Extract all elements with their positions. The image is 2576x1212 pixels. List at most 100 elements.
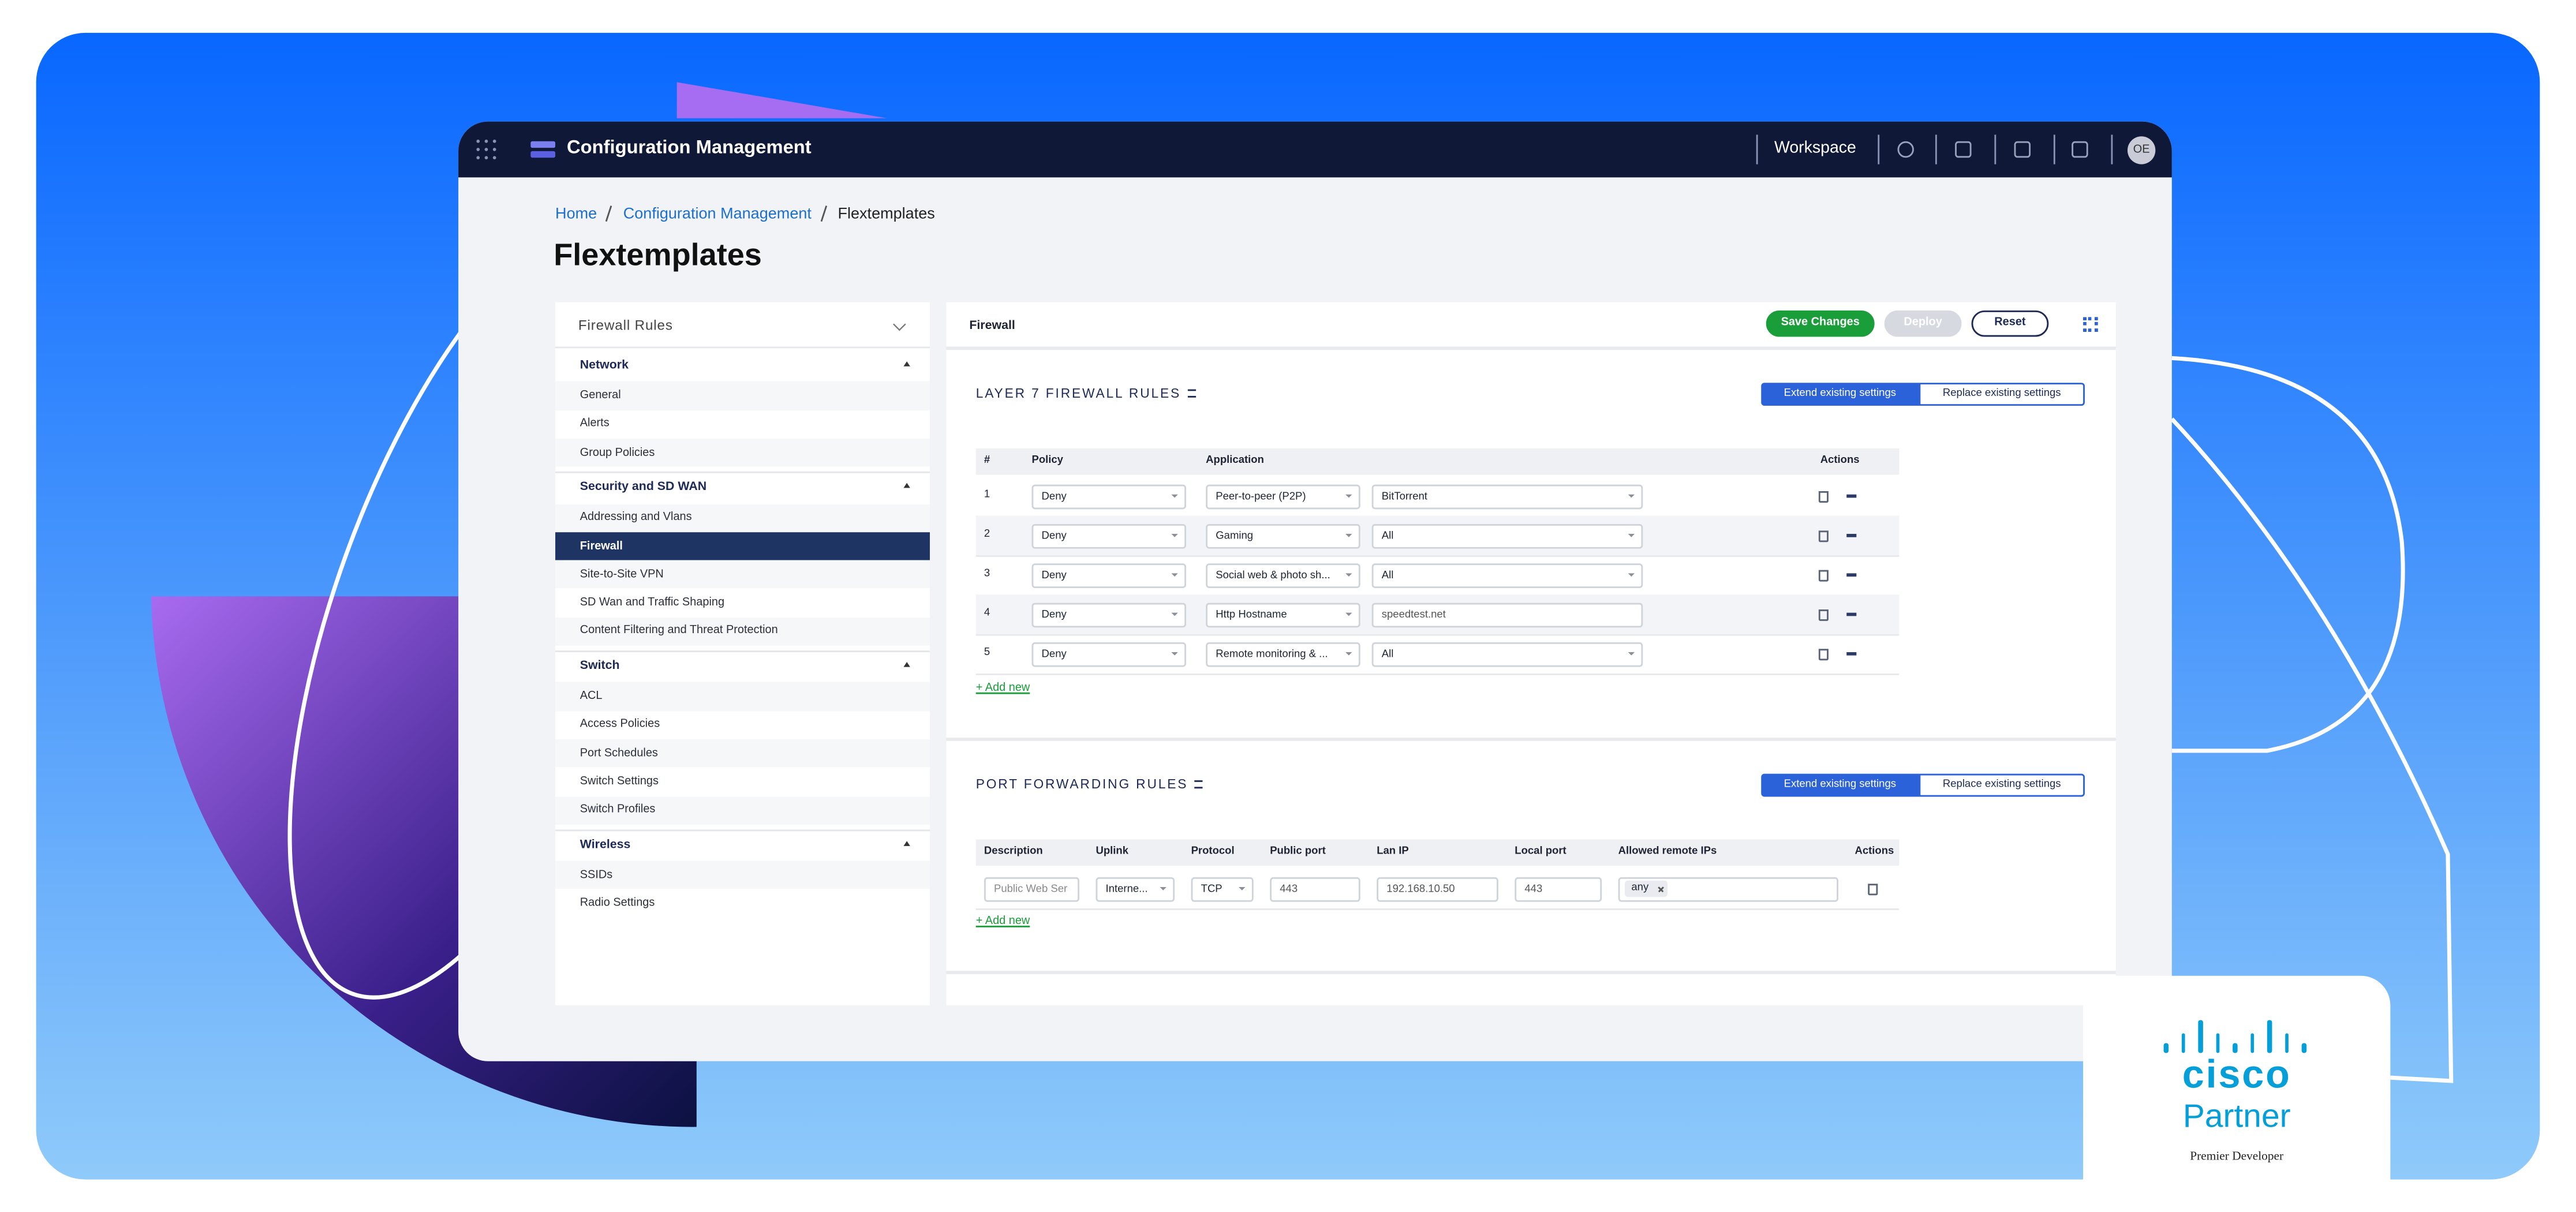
header-icon[interactable]	[2014, 141, 2031, 158]
dropdown[interactable]: Deny	[1031, 562, 1187, 588]
sort-icon	[1194, 780, 1203, 789]
avatar[interactable]: OE	[2127, 136, 2156, 164]
remove-icon[interactable]	[1846, 612, 1857, 616]
menu-item[interactable]	[555, 503, 930, 532]
delete-icon[interactable]	[1818, 649, 1829, 661]
menu-item-label: Switch Profiles	[579, 804, 656, 816]
section-name: Switch	[579, 657, 620, 672]
toggle[interactable]: Replace existing settings	[1919, 773, 2085, 797]
caret	[1628, 573, 1635, 577]
dropdown[interactable]: All	[1371, 562, 1643, 588]
menu-item-label: Content Filtering and Threat Protection	[579, 626, 778, 638]
menu-item[interactable]	[555, 410, 930, 439]
delete-icon[interactable]	[1818, 530, 1829, 543]
tier: Premier Developer	[2190, 1148, 2284, 1164]
remove-icon[interactable]	[1846, 534, 1857, 537]
row-number: 2	[984, 528, 990, 540]
logo-bar	[2233, 1043, 2237, 1053]
dropdown[interactable]: Gaming	[1206, 523, 1360, 548]
menu-item-label: Access Policies	[579, 719, 660, 731]
breadcrumb-item[interactable]: Home	[555, 205, 597, 224]
menu-item[interactable]	[555, 796, 930, 825]
section-name: Wireless	[579, 836, 631, 851]
workspace[interactable]: Workspace	[1774, 139, 1856, 158]
layout-icon[interactable]	[2083, 317, 2098, 332]
caret	[1345, 534, 1352, 537]
dropdown[interactable]: Peer-to-peer (P2P)	[1206, 484, 1360, 508]
dropdown[interactable]: BitTorrent	[1371, 484, 1643, 508]
add-new[interactable]: + Add new	[975, 915, 1030, 927]
dropdown[interactable]: All	[1371, 641, 1643, 667]
row-number: 3	[984, 568, 990, 580]
menu-item[interactable]	[555, 682, 930, 711]
remove-icon[interactable]	[1846, 652, 1857, 656]
menu-item-label: Switch Settings	[579, 776, 659, 788]
remove-icon[interactable]	[1846, 573, 1857, 577]
logo-bar	[2301, 1043, 2306, 1053]
menu-item[interactable]	[555, 861, 930, 890]
menu-item[interactable]	[555, 617, 930, 646]
header-icon[interactable]	[1955, 141, 1972, 158]
dot	[476, 148, 479, 151]
menu-item-label: SD Wan and Traffic Shaping	[579, 597, 725, 609]
menu-item[interactable]	[555, 532, 930, 561]
dot	[484, 156, 488, 159]
dropdown[interactable]: Deny	[1031, 602, 1187, 627]
column-header: Local port	[1515, 846, 1566, 858]
delete-icon[interactable]	[1818, 570, 1829, 582]
button[interactable]: Deploy	[1884, 310, 1962, 337]
dropdown[interactable]: Deny	[1031, 523, 1187, 548]
remove-icon[interactable]	[1846, 494, 1857, 498]
dropdown[interactable]: Deny	[1031, 641, 1187, 667]
input[interactable]: 443	[1270, 876, 1360, 901]
tag: any	[1624, 880, 1669, 897]
delete-icon[interactable]	[1818, 491, 1829, 503]
menu-item[interactable]	[555, 768, 930, 796]
dropdown[interactable]: Interne...	[1096, 876, 1175, 901]
delete-icon[interactable]	[1868, 884, 1878, 896]
menu-item[interactable]	[555, 560, 930, 589]
section-title: PORT FORWARDING RULES	[975, 777, 1188, 792]
header-icon[interactable]	[1897, 141, 1914, 158]
section-header[interactable]	[555, 829, 930, 859]
breadcrumb-item[interactable]: Configuration Management	[623, 205, 812, 224]
toolbar-rule	[946, 346, 2117, 349]
input[interactable]: speedtest.net	[1371, 602, 1643, 627]
caret	[1160, 887, 1167, 891]
row-rule	[975, 634, 1900, 635]
button[interactable]: Save Changes	[1766, 310, 1875, 337]
menu-item[interactable]	[555, 739, 930, 768]
column-header: Actions	[1820, 454, 1860, 466]
delete-icon[interactable]	[1818, 609, 1829, 621]
caret	[1628, 652, 1635, 656]
dot	[476, 139, 479, 143]
menu-item[interactable]	[555, 710, 930, 739]
header-icon[interactable]	[2072, 141, 2088, 158]
button[interactable]: Reset	[1971, 310, 2049, 337]
menu-item[interactable]	[555, 438, 930, 467]
section-header[interactable]	[555, 350, 930, 380]
toggle[interactable]: Extend existing settings	[1761, 773, 1919, 797]
add-new[interactable]: + Add new	[975, 682, 1030, 694]
menu-item-label: SSIDs	[579, 869, 613, 881]
menu-item[interactable]	[555, 381, 930, 410]
input[interactable]: 192.168.10.50	[1377, 876, 1498, 901]
app-header	[458, 121, 2172, 178]
dropdown[interactable]: Http Hostname	[1206, 602, 1360, 627]
menu-item[interactable]	[555, 589, 930, 618]
input[interactable]: Public Web Ser	[984, 876, 1080, 901]
section-header[interactable]	[555, 472, 930, 502]
input[interactable]: 443	[1515, 876, 1602, 901]
rule	[555, 346, 930, 349]
dropdown[interactable]: All	[1371, 523, 1643, 548]
apps-icon[interactable]	[476, 139, 496, 159]
dropdown[interactable]: Remote monitoring & ...	[1206, 641, 1360, 667]
section-header[interactable]	[555, 650, 930, 680]
toggle[interactable]: Replace existing settings	[1919, 383, 2085, 406]
menu-item[interactable]	[555, 889, 930, 918]
menu-item-label: ACL	[579, 690, 603, 702]
row-number: 1	[984, 489, 990, 501]
dropdown[interactable]: Social web & photo sh...	[1206, 562, 1360, 588]
dropdown[interactable]: Deny	[1031, 484, 1187, 508]
toggle[interactable]: Extend existing settings	[1761, 383, 1919, 406]
